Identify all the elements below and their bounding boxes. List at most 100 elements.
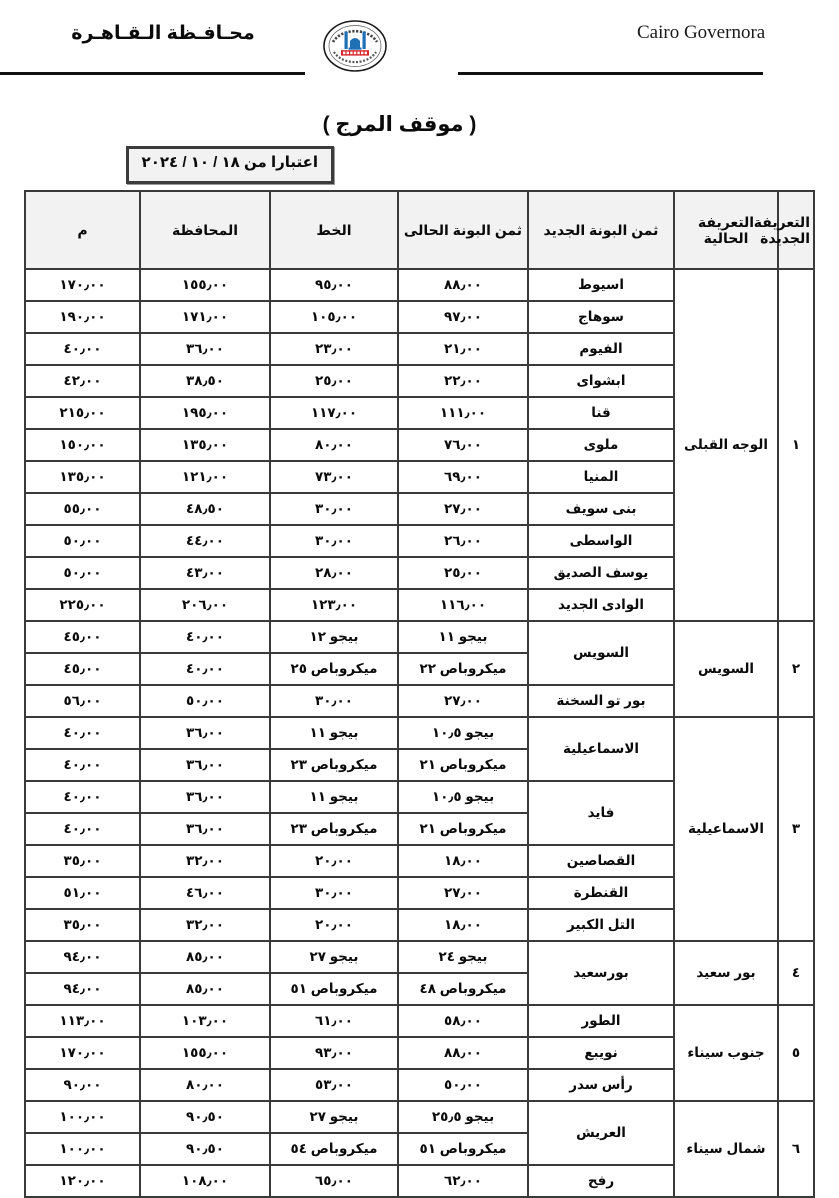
value-cell-cur_coup: ميكروباص ٤٨ bbox=[397, 972, 529, 1006]
value-cell-cur_tar: ٣٦٫٠٠ bbox=[139, 748, 271, 782]
value-cell-new_coup: بيجو ٢٧ bbox=[269, 940, 399, 974]
table-row: نويبع ٨٨٫٠٠ ٩٣٫٠٠ ١٥٥٫٠٠ ١٧٠٫٠٠ bbox=[24, 1036, 814, 1070]
value-cell-new_tar: ٥٠٫٠٠ bbox=[24, 524, 141, 558]
value-cell-cur_coup: ٥٠٫٠٠ bbox=[397, 1068, 529, 1102]
value-cell-new_coup: ميكروباص ٥٤ bbox=[269, 1132, 399, 1166]
value-cell-cur_coup: ٢٧٫٠٠ bbox=[397, 876, 529, 910]
value-cell-cur_tar: ٩٠٫٥٠ bbox=[139, 1100, 271, 1134]
line-name-cell: القنطرة bbox=[527, 876, 675, 910]
row-number-cell: ٣ bbox=[777, 716, 815, 942]
table-row: ميكروباص ٢٢ ميكروباص ٢٥ ٤٠٫٠٠ ٤٥٫٠٠ bbox=[24, 652, 814, 686]
governorate-title-english-block: Cairo Governora bbox=[392, 22, 839, 44]
value-cell-new_tar: ١٠٠٫٠٠ bbox=[24, 1100, 141, 1134]
fare-table: التعريفة الجديدة التعريفة الحالية ثمن البو… bbox=[24, 190, 815, 1198]
line-name-cell: بنى سويف bbox=[527, 492, 675, 526]
row-number-cell: ١ bbox=[777, 268, 815, 622]
value-cell-cur_coup: بيجو ٢٥٫٥ bbox=[397, 1100, 529, 1134]
value-cell-new_coup: ٨٠٫٠٠ bbox=[269, 428, 399, 462]
value-cell-cur_tar: ٥٠٫٠٠ bbox=[139, 684, 271, 718]
value-cell-new_coup: ٩٣٫٠٠ bbox=[269, 1036, 399, 1070]
table-row: ٣ الاسماعيلية الاسماعيلية بيجو ١٠٫٥ بيجو ١١ ٣… bbox=[24, 716, 815, 942]
value-cell-new_tar: ٤٠٫٠٠ bbox=[24, 716, 141, 750]
value-cell-new_tar: ٩٤٫٠٠ bbox=[24, 940, 141, 974]
column-header-new_tar: التعريفة الجديدة bbox=[754, 190, 815, 270]
fare-table-header-row: التعريفة الجديدة التعريفة الحالية ثمن البو… bbox=[24, 190, 815, 270]
document-header: محـافـظة الـقـاهـرة bbox=[0, 0, 839, 96]
title-area: ( موقف المرج ) bbox=[0, 112, 839, 146]
value-cell-new_tar: ٢٢٥٫٠٠ bbox=[24, 588, 141, 622]
value-cell-new_coup: ٣٠٫٠٠ bbox=[269, 876, 399, 910]
value-cell-cur_tar: ٣٦٫٠٠ bbox=[139, 332, 271, 366]
value-cell-cur_coup: ميكروباص ٢١ bbox=[397, 812, 529, 846]
value-cell-cur_tar: ٤٨٫٥٠ bbox=[139, 492, 271, 526]
emblem-container bbox=[318, 18, 392, 74]
governorate-cell: السويس bbox=[673, 620, 779, 718]
value-cell-new_coup: ميكروباص ٢٥ bbox=[269, 652, 399, 686]
value-cell-cur_coup: ١٨٫٠٠ bbox=[397, 908, 529, 942]
table-row: التل الكبير ١٨٫٠٠ ٢٠٫٠٠ ٣٢٫٠٠ ٣٥٫٠٠ bbox=[24, 908, 814, 942]
value-cell-new_tar: ٩٤٫٠٠ bbox=[24, 972, 141, 1006]
value-cell-new_coup: ٦١٫٠٠ bbox=[269, 1004, 399, 1038]
column-header-num: م bbox=[24, 190, 141, 270]
value-cell-cur_tar: ٤٠٫٠٠ bbox=[139, 620, 271, 654]
line-name-cell: الفيوم bbox=[527, 332, 675, 366]
value-cell-new_coup: ٢٠٫٠٠ bbox=[269, 908, 399, 942]
value-cell-new_coup: ٣٠٫٠٠ bbox=[269, 524, 399, 558]
value-cell-cur_tar: ٤٠٫٠٠ bbox=[139, 652, 271, 686]
value-cell-cur_coup: ٨٨٫٠٠ bbox=[397, 268, 529, 302]
line-name-cell: رفح bbox=[527, 1164, 675, 1198]
value-cell-new_coup: ميكروباص ٢٣ bbox=[269, 748, 399, 782]
page-title: ( موقف المرج ) bbox=[322, 113, 477, 136]
table-row: ملوى ٧٦٫٠٠ ٨٠٫٠٠ ١٣٥٫٠٠ ١٥٠٫٠٠ bbox=[24, 428, 814, 462]
table-row: الواسطى ٢٦٫٠٠ ٣٠٫٠٠ ٤٤٫٠٠ ٥٠٫٠٠ bbox=[24, 524, 814, 558]
value-cell-new_tar: ٢١٥٫٠٠ bbox=[24, 396, 141, 430]
value-cell-cur_tar: ١٠٣٫٠٠ bbox=[139, 1004, 271, 1038]
table-row: القصاصين ١٨٫٠٠ ٢٠٫٠٠ ٣٢٫٠٠ ٣٥٫٠٠ bbox=[24, 844, 814, 878]
value-cell-cur_coup: ٩٧٫٠٠ bbox=[397, 300, 529, 334]
value-cell-new_tar: ٥٥٫٠٠ bbox=[24, 492, 141, 526]
divider-left bbox=[458, 72, 763, 75]
line-name-cell: السويس bbox=[527, 620, 675, 686]
value-cell-new_coup: ٥٣٫٠٠ bbox=[269, 1068, 399, 1102]
value-cell-new_tar: ٥٦٫٠٠ bbox=[24, 684, 141, 718]
table-row: ٢ السويس السويس بيجو ١١ بيجو ١٢ ٤٠٫٠٠ ٤٥٫٠٠ bbox=[24, 620, 815, 718]
row-number-cell: ٢ bbox=[777, 620, 815, 718]
value-cell-new_tar: ٤٠٫٠٠ bbox=[24, 812, 141, 846]
line-name-cell: بور تو السخنة bbox=[527, 684, 675, 718]
row-number-cell: ٤ bbox=[777, 940, 815, 1006]
table-row: ميكروباص ٤٨ ميكروباص ٥١ ٨٥٫٠٠ ٩٤٫٠٠ bbox=[24, 972, 814, 1006]
value-cell-new_tar: ٤٥٫٠٠ bbox=[24, 652, 141, 686]
line-name-cell: اسيوط bbox=[527, 268, 675, 302]
value-cell-new_coup: بيجو ١١ bbox=[269, 716, 399, 750]
table-row: ٤ بور سعيد بورسعيد بيجو ٢٤ بيجو ٢٧ ٨٥٫٠٠ ٩٤٫٠٠ bbox=[24, 940, 815, 1006]
table-row: المنيا ٦٩٫٠٠ ٧٣٫٠٠ ١٢١٫٠٠ ١٣٥٫٠٠ bbox=[24, 460, 814, 494]
row-number-cell: ٥ bbox=[777, 1004, 815, 1102]
value-cell-cur_tar: ٣٦٫٠٠ bbox=[139, 812, 271, 846]
value-cell-cur_coup: ١١٦٫٠٠ bbox=[397, 588, 529, 622]
value-cell-new_coup: ٢٨٫٠٠ bbox=[269, 556, 399, 590]
value-cell-cur_coup: ٧٦٫٠٠ bbox=[397, 428, 529, 462]
value-cell-new_coup: بيجو ٢٧ bbox=[269, 1100, 399, 1134]
line-name-cell: سوهاج bbox=[527, 300, 675, 334]
value-cell-cur_tar: ٤٤٫٠٠ bbox=[139, 524, 271, 558]
value-cell-cur_coup: ميكروباص ٥١ bbox=[397, 1132, 529, 1166]
line-name-cell: رأس سدر bbox=[527, 1068, 675, 1102]
line-name-cell: الواسطى bbox=[527, 524, 675, 558]
table-row: بور تو السخنة ٢٧٫٠٠ ٣٠٫٠٠ ٥٠٫٠٠ ٥٦٫٠٠ bbox=[24, 684, 814, 718]
value-cell-cur_tar: ٣٦٫٠٠ bbox=[139, 716, 271, 750]
value-cell-cur_tar: ٣٢٫٠٠ bbox=[139, 908, 271, 942]
line-name-cell: ابشواى bbox=[527, 364, 675, 398]
governorate-cell: جنوب سيناء bbox=[673, 1004, 779, 1102]
value-cell-cur_coup: ٢٧٫٠٠ bbox=[397, 684, 529, 718]
table-row: القنطرة ٢٧٫٠٠ ٣٠٫٠٠ ٤٦٫٠٠ ٥١٫٠٠ bbox=[24, 876, 814, 910]
value-cell-cur_coup: ٢٢٫٠٠ bbox=[397, 364, 529, 398]
fare-table-head: التعريفة الجديدة التعريفة الحالية ثمن البو… bbox=[24, 190, 815, 270]
value-cell-cur_coup: ١٨٫٠٠ bbox=[397, 844, 529, 878]
value-cell-new_coup: ٣٠٫٠٠ bbox=[269, 492, 399, 526]
value-cell-new_coup: ٩٥٫٠٠ bbox=[269, 268, 399, 302]
value-cell-cur_coup: ٥٨٫٠٠ bbox=[397, 1004, 529, 1038]
value-cell-new_coup: ميكروباص ٥١ bbox=[269, 972, 399, 1006]
value-cell-cur_tar: ٨٠٫٠٠ bbox=[139, 1068, 271, 1102]
value-cell-new_tar: ٤٠٫٠٠ bbox=[24, 332, 141, 366]
table-row: يوسف الصديق ٢٥٫٠٠ ٢٨٫٠٠ ٤٣٫٠٠ ٥٠٫٠٠ bbox=[24, 556, 814, 590]
